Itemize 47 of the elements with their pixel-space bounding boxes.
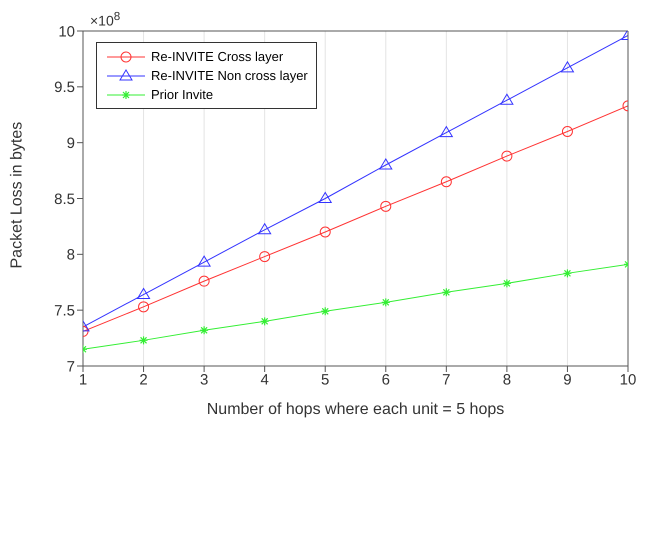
x-axis-title: Number of hops where each unit = 5 hops [206, 401, 504, 418]
point [138, 336, 148, 345]
point [198, 276, 210, 287]
x-tick-label: 8 [502, 372, 512, 389]
y-tick-label: 10 [58, 23, 75, 40]
x-tick-label: 7 [442, 372, 451, 389]
point [200, 326, 209, 335]
point [501, 150, 512, 162]
point [318, 192, 332, 203]
point [442, 288, 451, 297]
x-tick-label: 10 [620, 372, 636, 389]
y-tick-label: 7 [66, 358, 75, 376]
x-tick-label: 5 [321, 372, 330, 389]
x-tick-label: 4 [260, 372, 269, 389]
point [198, 256, 211, 267]
point [440, 126, 453, 138]
point [380, 200, 392, 212]
x-tick-label: 3 [200, 372, 208, 389]
point [381, 298, 390, 307]
y-tick-label: 9.5 [54, 79, 75, 96]
y-tick-label: 9 [66, 134, 75, 152]
point [320, 226, 331, 238]
point [320, 306, 330, 316]
point [260, 316, 270, 326]
legend-label: Re-INVITE Non cross layer [151, 68, 308, 83]
x-tick-label: 6 [382, 372, 390, 389]
legend-label: Prior Invite [151, 87, 214, 102]
point [502, 278, 512, 288]
point [560, 61, 574, 72]
x-tick-label: 2 [139, 372, 148, 389]
x-tick-label: 9 [563, 372, 572, 389]
point [440, 176, 452, 188]
x-tick-label: 1 [78, 372, 88, 389]
point [137, 288, 150, 300]
point [138, 301, 150, 312]
text: ×10$^{8}$ [90, 10, 120, 29]
y-tick-label: 8.5 [54, 190, 75, 208]
point [562, 268, 572, 278]
point [258, 223, 272, 234]
point [379, 158, 392, 170]
point [500, 94, 514, 105]
y-tick-label: 7.5 [54, 302, 75, 320]
y-axis-title: Packet Loss in bytes [8, 122, 26, 268]
point [259, 251, 270, 262]
y-tick-label: 8 [66, 246, 75, 264]
legend-label: Re-INVITE Cross layer [151, 49, 284, 64]
point [562, 126, 573, 137]
